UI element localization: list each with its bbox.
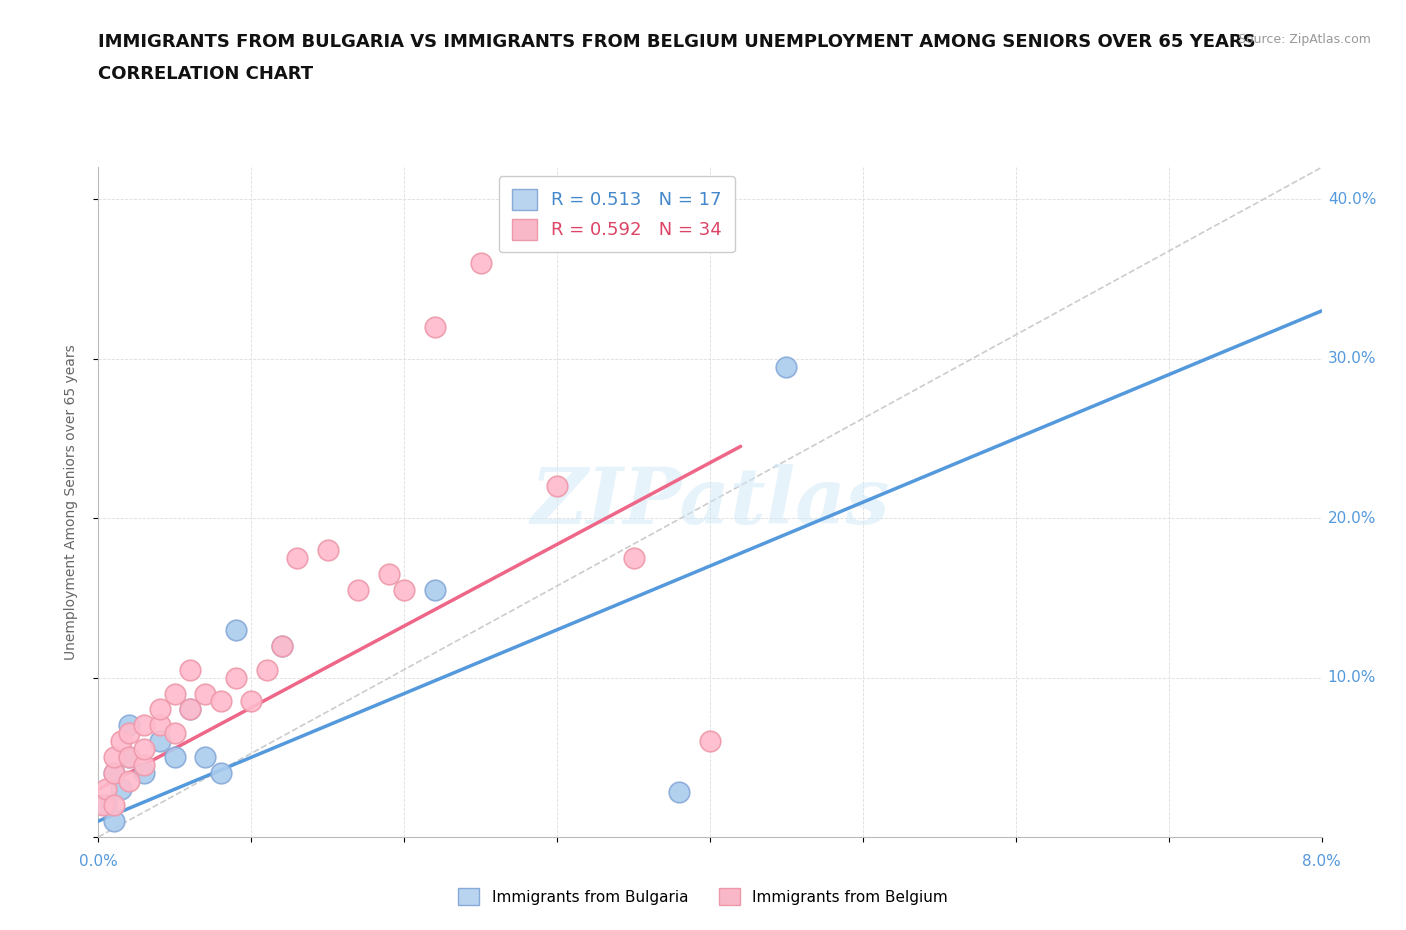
Point: [285, 551, 308, 565]
Point: [270, 638, 294, 653]
Point: [256, 662, 278, 677]
Point: [149, 734, 172, 749]
Point: [103, 765, 125, 780]
Point: [775, 359, 797, 374]
Point: [118, 774, 141, 789]
Point: [423, 319, 446, 334]
Point: [110, 782, 132, 797]
Text: CORRELATION CHART: CORRELATION CHART: [98, 65, 314, 83]
Point: [179, 702, 201, 717]
Point: [546, 479, 568, 494]
Point: [103, 798, 125, 813]
Point: [91, 798, 114, 813]
Point: [163, 750, 186, 764]
Point: [378, 566, 401, 581]
Point: [240, 694, 263, 709]
Point: [118, 750, 141, 764]
Point: [347, 582, 370, 597]
Point: [134, 718, 156, 733]
Point: [225, 671, 247, 685]
Point: [149, 718, 172, 733]
Point: [392, 582, 416, 597]
Text: IMMIGRANTS FROM BULGARIA VS IMMIGRANTS FROM BELGIUM UNEMPLOYMENT AMONG SENIORS O: IMMIGRANTS FROM BULGARIA VS IMMIGRANTS F…: [98, 33, 1256, 50]
Point: [103, 814, 125, 829]
Point: [423, 582, 446, 597]
Text: 30.0%: 30.0%: [1327, 352, 1376, 366]
Point: [270, 638, 294, 653]
Point: [94, 798, 117, 813]
Point: [194, 686, 217, 701]
Point: [470, 256, 492, 271]
Point: [225, 622, 247, 637]
Point: [209, 765, 232, 780]
Point: [134, 765, 156, 780]
Y-axis label: Unemployment Among Seniors over 65 years: Unemployment Among Seniors over 65 years: [63, 344, 77, 660]
Legend: R = 0.513   N = 17, R = 0.592   N = 34: R = 0.513 N = 17, R = 0.592 N = 34: [499, 177, 734, 252]
Point: [118, 718, 141, 733]
Point: [209, 694, 232, 709]
Point: [179, 702, 201, 717]
Text: 10.0%: 10.0%: [1327, 671, 1376, 685]
Point: [179, 662, 201, 677]
Point: [118, 750, 141, 764]
Point: [623, 551, 645, 565]
Point: [134, 742, 156, 757]
Point: [134, 758, 156, 773]
Point: [103, 765, 125, 780]
Point: [699, 734, 721, 749]
Point: [316, 542, 339, 557]
Text: ZIPatlas: ZIPatlas: [530, 464, 890, 540]
Point: [110, 734, 132, 749]
Text: Source: ZipAtlas.com: Source: ZipAtlas.com: [1237, 33, 1371, 46]
Point: [149, 702, 172, 717]
Point: [103, 750, 125, 764]
Text: 40.0%: 40.0%: [1327, 192, 1376, 206]
Text: 8.0%: 8.0%: [1302, 854, 1341, 869]
Text: 20.0%: 20.0%: [1327, 511, 1376, 525]
Point: [163, 726, 186, 741]
Point: [94, 782, 117, 797]
Point: [118, 726, 141, 741]
Legend: Immigrants from Bulgaria, Immigrants from Belgium: Immigrants from Bulgaria, Immigrants fro…: [450, 880, 956, 913]
Point: [668, 785, 690, 800]
Point: [194, 750, 217, 764]
Point: [163, 686, 186, 701]
Text: 0.0%: 0.0%: [79, 854, 118, 869]
